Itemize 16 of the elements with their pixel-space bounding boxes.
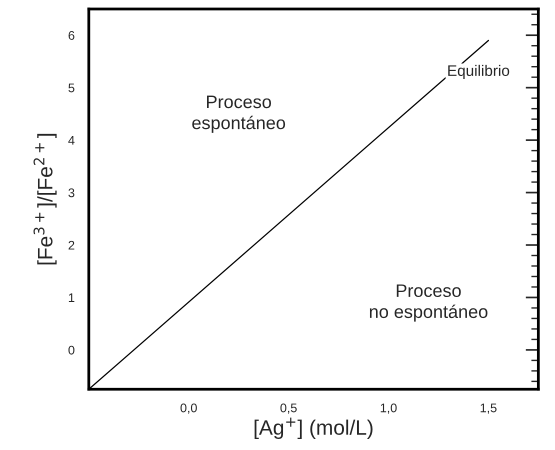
y-tick-label: 3 (68, 188, 74, 198)
x-tick-label: 0,5 (280, 403, 297, 414)
y-tick-label: 2 (68, 240, 74, 250)
y-tick-label: 0 (68, 346, 74, 355)
annotation: Equilibrio (448, 64, 510, 80)
y-axis-title: [Fe$^{3+}$]/[Fe$^{2+}$] (34, 134, 57, 264)
annotation: Proceso espontáneo (192, 96, 286, 133)
x-tick-label: 1,5 (480, 404, 497, 414)
y-tick-label: 6 (68, 31, 74, 40)
x-tick-label: 0,0 (180, 403, 197, 414)
x-axis-title: [Ag$^{+}$] (mol/L) (254, 418, 373, 440)
x-tick-label: 1,0 (380, 403, 397, 414)
y-tick-label: 4 (68, 136, 75, 145)
y-tick-label: 1 (68, 293, 74, 302)
y-tick-label: 5 (68, 84, 74, 92)
annotation: Proceso no espontáneo (370, 284, 488, 322)
